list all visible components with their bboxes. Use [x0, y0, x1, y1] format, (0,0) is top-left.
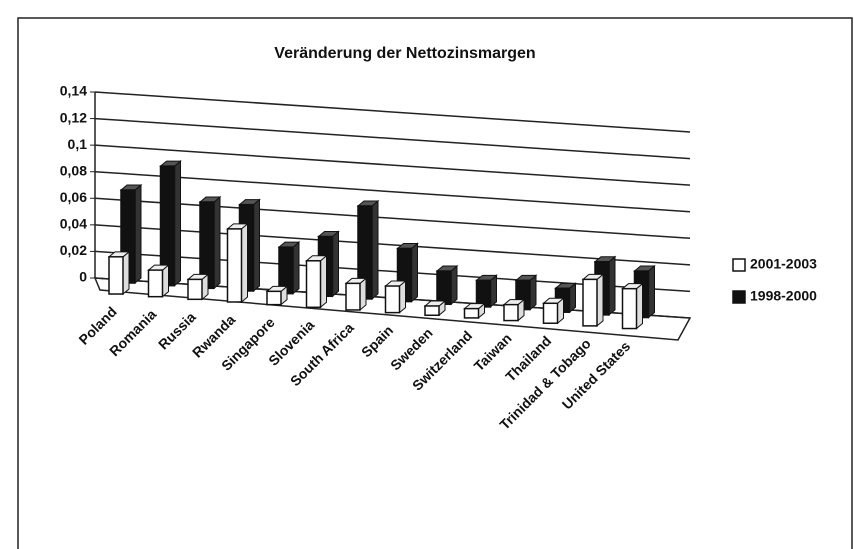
bar: [187, 278, 203, 301]
bar: [266, 290, 282, 306]
bar: [424, 305, 440, 317]
grid-line: [94, 224, 691, 266]
bar-side: [122, 250, 130, 296]
grid-line: [94, 91, 691, 133]
grid-line: [94, 144, 691, 186]
bar: [542, 302, 559, 324]
y-tick-label: 0,12: [60, 109, 87, 125]
y-tick-label: 0,06: [60, 189, 87, 205]
grid-line: [94, 197, 691, 240]
bar: [436, 270, 452, 306]
chart-title: Veränderung der Nettozinsmargen: [274, 45, 535, 62]
bar: [475, 279, 492, 308]
bar-side: [253, 198, 260, 293]
y-tick-label: 0,14: [60, 83, 87, 99]
bar: [305, 260, 322, 309]
bar: [463, 307, 480, 319]
bar-side: [411, 242, 418, 303]
x-tick-label: Spain: [358, 322, 396, 360]
bar-side: [450, 264, 458, 306]
bar-side: [636, 282, 643, 330]
grid-line: [94, 117, 691, 160]
grid-line: [94, 170, 691, 213]
bar: [147, 269, 164, 298]
bar-side: [608, 255, 616, 316]
bar-side: [213, 195, 221, 290]
bar-side: [371, 199, 379, 301]
y-tick-label: 0,02: [60, 242, 87, 258]
bar-side: [320, 254, 327, 309]
y-tick-label: 0,08: [60, 162, 87, 178]
bar-side: [596, 273, 604, 327]
bar: [621, 287, 638, 330]
bar-side: [292, 241, 300, 295]
bar: [582, 278, 598, 327]
chart-border: [17, 17, 853, 549]
bar-side: [134, 183, 142, 285]
y-tick-label: 0,04: [60, 216, 87, 232]
bar: [503, 303, 519, 322]
bar-side: [529, 274, 537, 311]
bar-side: [648, 264, 655, 319]
bar: [108, 256, 124, 295]
bar: [384, 285, 401, 314]
bar: [345, 282, 361, 311]
legend-swatch: [732, 290, 746, 304]
bar-side: [174, 160, 181, 287]
bar-side: [241, 222, 248, 304]
bar-side: [332, 230, 339, 298]
legend-label: 1998-2000: [750, 288, 817, 304]
y-tick-label: 0: [79, 269, 87, 285]
legend-swatch: [732, 258, 746, 272]
bar: [226, 228, 243, 303]
y-tick-label: 0,1: [68, 136, 88, 152]
legend-label: 2001-2003: [750, 256, 817, 272]
